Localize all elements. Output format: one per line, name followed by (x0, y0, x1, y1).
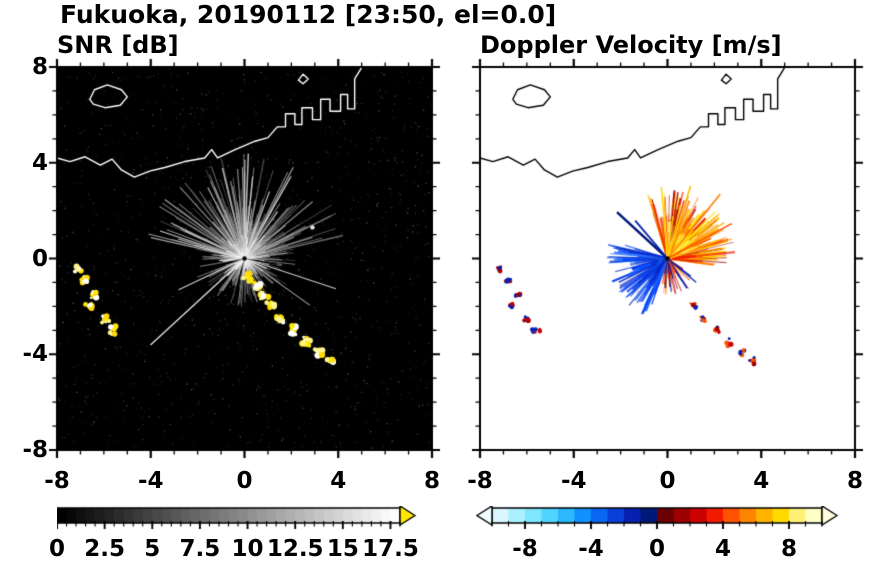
colorbar-tick-label: 0 (48, 536, 65, 562)
x-tick-label: 4 (753, 468, 770, 494)
snr-colorbar (57, 506, 432, 536)
figure-title: Fukuoka, 20190112 [23:50, el=0.0] (60, 0, 557, 29)
colorbar-tick-label: -8 (512, 536, 538, 562)
colorbar-tick-label: 17.5 (362, 536, 419, 562)
colorbar-tick-label: 0 (648, 536, 665, 562)
x-tick-label: -8 (467, 468, 493, 494)
y-tick-label: 0 (31, 245, 48, 272)
colorbar-tick-label: 7.5 (179, 536, 221, 562)
y-tick-label: -8 (22, 437, 48, 463)
panel-title-doppler: Doppler Velocity [m/s] (480, 31, 782, 59)
x-tick-label: 8 (423, 468, 440, 494)
colorbar-tick-label: 5 (144, 536, 161, 562)
colorbar-tick-label: 12.5 (266, 536, 324, 562)
x-tick-label: -8 (44, 468, 70, 494)
colorbar-tick-label: -4 (578, 536, 604, 562)
y-tick-label: -4 (22, 341, 48, 368)
x-tick-label: 0 (236, 468, 253, 494)
colorbar-tick-label: 2.5 (84, 536, 125, 562)
x-tick-label: 0 (659, 468, 676, 494)
colorbar-tick-label: 15 (326, 536, 359, 562)
doppler-plot-canvas (468, 55, 867, 462)
panel-title-snr: SNR [dB] (57, 31, 179, 59)
x-tick-label: 4 (330, 468, 347, 494)
y-tick-label: 8 (31, 54, 48, 80)
snr-plot-canvas (45, 55, 444, 462)
colorbar-tick-label: 4 (714, 536, 731, 562)
x-tick-label: -4 (137, 468, 164, 494)
colorbar-tick-label: 10 (231, 536, 264, 562)
doppler-colorbar (476, 506, 851, 536)
colorbar-tick-label: 8 (780, 536, 797, 562)
x-tick-label: -4 (560, 468, 587, 494)
y-tick-label: 4 (31, 149, 48, 176)
x-tick-label: 8 (846, 468, 863, 494)
